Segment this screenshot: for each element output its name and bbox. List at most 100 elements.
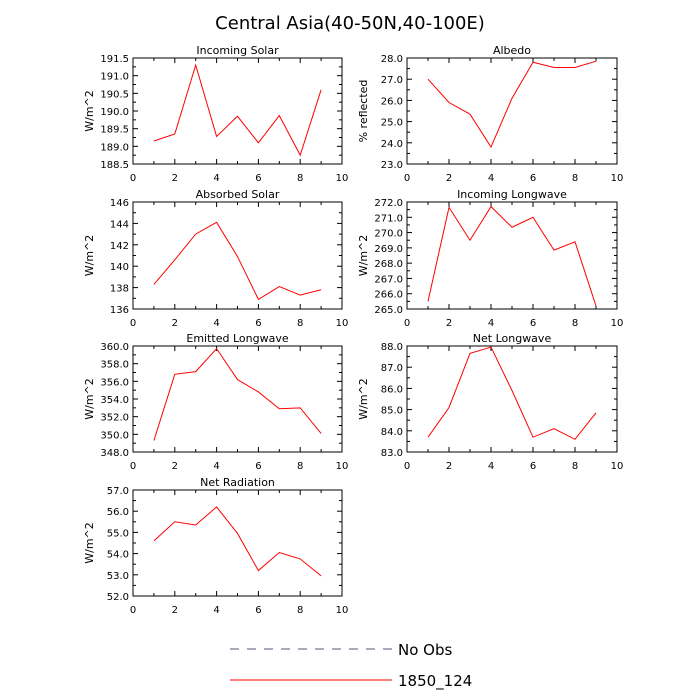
figure-title: Central Asia(40-50N,40-100E) <box>215 13 485 34</box>
y-tick-label-net-radiation: 54.0 <box>107 550 129 561</box>
x-tick-label-absorbed-solar: 2 <box>172 318 178 329</box>
y-tick-label-net-radiation: 57.0 <box>107 486 129 497</box>
y-tick-label-incoming-longwave: 272.0 <box>374 198 403 209</box>
x-tick-label-absorbed-solar: 0 <box>130 318 136 329</box>
plot-frame-incoming-solar <box>132 57 343 165</box>
y-axis-label-absorbed-solar: W/m^2 <box>83 235 96 277</box>
y-tick-label-net-longwave: 87.0 <box>381 363 403 374</box>
x-tick-label-emitted-longwave: 2 <box>172 461 178 472</box>
y-tick-label-incoming-solar: 191.5 <box>100 54 129 65</box>
y-tick-label-incoming-solar: 189.0 <box>100 142 129 153</box>
y-tick-label-albedo: 25.0 <box>381 118 403 129</box>
y-axis-label-incoming-solar: W/m^2 <box>83 90 96 132</box>
x-tick-label-incoming-solar: 8 <box>297 173 303 184</box>
y-tick-label-absorbed-solar: 136 <box>110 305 129 316</box>
x-tick-label-incoming-longwave: 0 <box>404 318 410 329</box>
x-tick-label-incoming-solar: 2 <box>172 173 178 184</box>
y-tick-label-incoming-solar: 190.5 <box>100 89 129 100</box>
plot-frame-albedo <box>406 57 618 165</box>
y-tick-label-incoming-longwave: 266.0 <box>374 290 403 301</box>
x-tick-label-incoming-longwave: 2 <box>446 318 452 329</box>
x-tick-label-emitted-longwave: 8 <box>297 461 303 472</box>
y-tick-label-net-longwave: 85.0 <box>381 406 403 417</box>
y-tick-label-net-longwave: 86.0 <box>381 384 403 395</box>
y-tick-label-net-longwave: 88.0 <box>381 342 403 353</box>
series-line-incoming-solar <box>153 63 322 157</box>
x-tick-label-emitted-longwave: 4 <box>213 461 219 472</box>
y-tick-label-incoming-longwave: 271.0 <box>374 213 403 224</box>
series-line-albedo <box>427 60 597 149</box>
panel-title-net-longwave: Net Longwave <box>473 332 552 345</box>
y-tick-label-net-radiation: 53.0 <box>107 571 129 582</box>
panel-incoming-longwave: Incoming Longwave W/m^2 0 2 4 6 8 10 265.0 266.0 2… <box>357 188 623 329</box>
x-tick-label-net-longwave: 8 <box>572 461 578 472</box>
y-tick-label-incoming-solar: 189.5 <box>100 125 129 136</box>
x-tick-label-albedo: 4 <box>488 173 494 184</box>
y-tick-label-incoming-longwave: 269.0 <box>374 244 403 255</box>
y-tick-label-incoming-solar: 190.0 <box>100 107 129 118</box>
y-axis-label-net-radiation: W/m^2 <box>83 522 96 564</box>
y-tick-label-albedo: 26.0 <box>381 96 403 107</box>
x-tick-label-incoming-longwave: 8 <box>572 318 578 329</box>
y-axis-label-incoming-longwave: W/m^2 <box>357 235 370 277</box>
x-tick-label-net-longwave: 6 <box>530 461 536 472</box>
x-tick-label-net-longwave: 0 <box>404 461 410 472</box>
x-tick-label-net-radiation: 10 <box>336 605 349 616</box>
x-tick-label-net-longwave: 2 <box>446 461 452 472</box>
y-tick-label-emitted-longwave: 358.0 <box>100 360 129 371</box>
x-tick-label-emitted-longwave: 0 <box>130 461 136 472</box>
y-tick-label-absorbed-solar: 138 <box>110 284 129 295</box>
y-tick-label-incoming-longwave: 267.0 <box>374 274 403 285</box>
x-tick-label-absorbed-solar: 10 <box>336 318 349 329</box>
x-tick-label-incoming-solar: 10 <box>336 173 349 184</box>
y-tick-label-incoming-longwave: 270.0 <box>374 229 403 240</box>
y-tick-label-net-radiation: 55.0 <box>107 528 129 539</box>
x-tick-label-incoming-solar: 4 <box>213 173 219 184</box>
legend-label-1850-124: 1850_124 <box>398 672 472 691</box>
y-tick-label-emitted-longwave: 354.0 <box>100 395 129 406</box>
panel-title-net-radiation: Net Radiation <box>200 476 275 489</box>
legend: No Obs 1850_124 <box>230 641 472 691</box>
y-tick-label-net-longwave: 83.0 <box>381 448 403 459</box>
y-tick-label-albedo: 28.0 <box>381 54 403 65</box>
x-tick-label-absorbed-solar: 6 <box>255 318 261 329</box>
panel-net-radiation: Net Radiation W/m^2 0 2 4 6 8 10 52.0 53.0 54.0 55.… <box>83 476 348 616</box>
y-tick-label-net-radiation: 52.0 <box>107 592 129 603</box>
y-tick-label-emitted-longwave: 350.0 <box>100 430 129 441</box>
x-tick-label-net-radiation: 0 <box>130 605 136 616</box>
x-tick-label-incoming-solar: 6 <box>255 173 261 184</box>
x-tick-label-incoming-longwave: 6 <box>530 318 536 329</box>
panel-emitted-longwave: Emitted Longwave W/m^2 0 2 4 6 8 10 348.0 350.0 35… <box>83 332 348 472</box>
y-tick-label-emitted-longwave: 360.0 <box>100 342 129 353</box>
panel-title-absorbed-solar: Absorbed Solar <box>196 188 280 201</box>
panel-incoming-solar: Incoming Solar W/m^2 0 2 4 6 8 10 188.5 189.0 189.… <box>83 44 348 184</box>
y-tick-label-albedo: 24.0 <box>381 139 403 150</box>
x-tick-label-net-radiation: 6 <box>255 605 261 616</box>
panel-albedo: Albedo % reflected 0 2 4 6 8 10 23.0 24.0 25.0 26.0… <box>357 44 623 184</box>
x-tick-label-albedo: 6 <box>530 173 536 184</box>
panel-title-emitted-longwave: Emitted Longwave <box>186 332 288 345</box>
y-tick-label-emitted-longwave: 348.0 <box>100 448 129 459</box>
y-tick-label-incoming-longwave: 268.0 <box>374 259 403 270</box>
series-line-net-longwave <box>427 346 597 440</box>
panel-absorbed-solar: Absorbed Solar W/m^2 0 2 4 6 8 10 136 138 140 142 14… <box>83 188 348 329</box>
x-tick-label-albedo: 2 <box>446 173 452 184</box>
y-tick-label-absorbed-solar: 140 <box>110 262 129 273</box>
legend-label-no-obs: No Obs <box>398 641 452 659</box>
y-tick-label-absorbed-solar: 144 <box>110 219 129 230</box>
y-tick-label-net-longwave: 84.0 <box>381 427 403 438</box>
plot-frame-net-radiation <box>132 489 343 597</box>
series-line-emitted-longwave <box>153 347 322 441</box>
x-tick-label-absorbed-solar: 4 <box>213 318 219 329</box>
x-tick-label-emitted-longwave: 6 <box>255 461 261 472</box>
plot-frame-emitted-longwave <box>132 345 343 453</box>
x-tick-label-albedo: 0 <box>404 173 410 184</box>
x-tick-label-net-radiation: 2 <box>172 605 178 616</box>
panel-net-longwave: Net Longwave W/m^2 0 2 4 6 8 10 83.0 84.0 85.0 86.0… <box>357 332 623 472</box>
x-tick-label-net-longwave: 10 <box>611 461 624 472</box>
x-tick-label-net-longwave: 4 <box>488 461 494 472</box>
panel-title-incoming-longwave: Incoming Longwave <box>457 188 567 201</box>
y-tick-label-incoming-longwave: 265.0 <box>374 305 403 316</box>
y-axis-label-emitted-longwave: W/m^2 <box>83 378 96 420</box>
